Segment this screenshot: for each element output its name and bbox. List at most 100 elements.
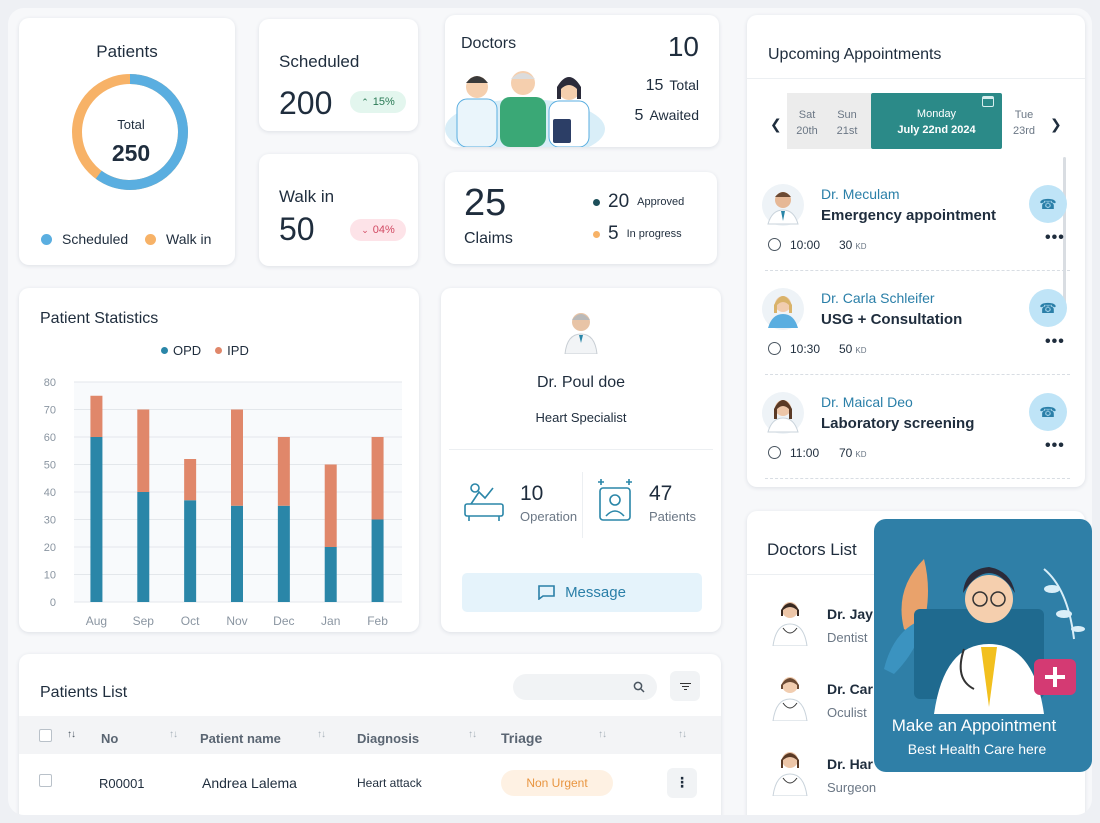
walkin-dot (145, 233, 156, 245)
donut-scheduled-segment (72, 74, 188, 190)
row-actions-icon[interactable]: ⋮ (667, 768, 697, 798)
total-label: Total (117, 117, 145, 132)
phone-icon[interactable]: ☎ (1029, 289, 1067, 327)
doctor-list-role: Surgeon (827, 780, 877, 795)
doctor-profile-card: Dr. Poul doe Heart Specialist 10 Operati… (441, 288, 721, 632)
appointment-doctor[interactable]: Dr. Maical Deo (821, 394, 913, 410)
total-value: 250 (111, 140, 151, 166)
walkin-title: Walk in (279, 187, 335, 206)
x-tick-label: Dec (273, 614, 294, 628)
x-tick-label: Sep (133, 614, 155, 628)
date-tue[interactable]: Tue 23rd (1012, 109, 1036, 137)
legend-ipd: IPD (215, 343, 249, 358)
y-tick-label: 0 (50, 597, 56, 609)
bar-opd-dec (277, 505, 290, 602)
doctors-awaited: 5 Awaited (634, 107, 699, 124)
phone-icon[interactable]: ☎ (1029, 185, 1067, 223)
doctor-avatar (772, 602, 808, 646)
date-sat[interactable]: Sat 20th (796, 109, 818, 137)
filter-button[interactable] (670, 671, 700, 701)
message-button[interactable]: Message (462, 573, 702, 612)
patients-label: Patients (649, 509, 696, 524)
claims-card: 25 Claims 20 Approved 5 In progress (445, 172, 717, 264)
date-selected[interactable]: Monday July 22nd 2024 (871, 93, 1002, 149)
appointment-type: USG + Consultation (821, 311, 963, 328)
operation-label: Operation (520, 509, 578, 524)
column-no[interactable]: No (101, 731, 119, 746)
walkin-value: 50 (279, 211, 315, 247)
bar-ipd-nov (231, 409, 243, 506)
doctor-specialty: Heart Specialist (535, 410, 627, 425)
appointment-item[interactable]: Dr. Carla Schleifer USG + Consultation ☎… (747, 271, 1085, 375)
appointment-separator (765, 478, 1070, 479)
stats-divider (582, 472, 583, 538)
column-triage[interactable]: Triage (501, 730, 543, 746)
clock-icon (768, 342, 781, 355)
date-sun[interactable]: Sun 21st (836, 109, 858, 137)
x-tick-label: Aug (86, 614, 107, 628)
patients-card: Patients Total 250 Scheduled Walk in (19, 18, 235, 265)
sort-icon[interactable]: ↑↓ (598, 729, 607, 740)
doctor-list-item[interactable]: Dr. Jay Dentist (747, 586, 1085, 661)
doctor-list-name[interactable]: Dr. Har (827, 756, 873, 772)
scheduled-title: Scheduled (279, 52, 360, 71)
scheduled-card: Scheduled 200 ⌃ 15% (259, 19, 418, 131)
column-patient-name[interactable]: Patient name (200, 731, 281, 746)
appointment-fee: 70 KD (839, 446, 867, 460)
doctors-count: 10 (667, 31, 699, 62)
sort-icon[interactable]: ↑↓ (317, 729, 326, 740)
doctor-avatar (772, 752, 808, 796)
sort-icon[interactable]: ↑↓ (468, 729, 477, 740)
select-all-checkbox[interactable] (39, 729, 52, 742)
more-options-icon[interactable]: ••• (1045, 229, 1065, 246)
statistics-title: Patient Statistics (40, 310, 159, 327)
appointment-doctor[interactable]: Dr. Carla Schleifer (821, 290, 935, 306)
sort-icon[interactable]: ↑↓ (67, 729, 76, 740)
doctor-list-role: Oculist (827, 705, 867, 720)
doctor-list-name[interactable]: Dr. Jay (827, 606, 873, 622)
walkin-card: Walk in 50 ⌄ 04% (259, 154, 418, 266)
sort-icon[interactable]: ↑↓ (678, 729, 687, 740)
appointment-item[interactable]: Dr. Meculam Emergency appointment ☎ 10:0… (747, 167, 1085, 271)
promo-subtitle: Best Health Care here (907, 741, 1047, 757)
bar-ipd-sep (137, 409, 150, 492)
appointments-scrollbar[interactable] (1063, 157, 1066, 307)
legend-opd: OPD (161, 343, 201, 358)
appointment-type: Emergency appointment (821, 207, 997, 224)
doctor-list-item[interactable]: Dr. Har Surgeon (747, 736, 1085, 811)
appointment-time: 11:00 (790, 446, 820, 460)
chart-legend: OPD IPD (161, 343, 249, 358)
appointment-separator (765, 374, 1070, 375)
scheduled-change-badge: ⌃ 15% (350, 91, 406, 113)
message-icon (538, 585, 555, 600)
patient-statistics-chart: 80 70 60 50 40 30 20 10 0 Aug Sep Oct Nov Dec Jan Feb (44, 377, 402, 628)
row-checkbox[interactable] (39, 774, 52, 787)
doctors-illustration (445, 71, 605, 147)
table-row[interactable]: R00001 Andrea Lalema Heart attack Non Ur… (25, 760, 715, 810)
chevron-right-icon[interactable]: ❯ (1050, 116, 1062, 132)
doctor-list-name[interactable]: Dr. Car (827, 681, 873, 697)
chevron-left-icon[interactable]: ❮ (770, 116, 782, 132)
appointment-doctor[interactable]: Dr. Meculam (821, 186, 900, 202)
bar-opd-feb (371, 519, 384, 602)
doctor-list-item[interactable]: Dr. Car Oculist (747, 661, 1085, 736)
bar-ipd-jan (324, 464, 337, 547)
doctor-avatar (762, 392, 804, 434)
search-input[interactable] (513, 674, 657, 700)
search-icon (633, 681, 645, 693)
phone-icon[interactable]: ☎ (1029, 393, 1067, 431)
appointment-item[interactable]: Dr. Maical Deo Laboratory screening ☎ 11… (747, 375, 1085, 479)
patient-diagnosis: Heart attack (357, 776, 422, 790)
clock-icon (768, 238, 781, 251)
column-diagnosis[interactable]: Diagnosis (357, 731, 420, 746)
scheduled-dot (41, 233, 52, 245)
doctors-title: Doctors (461, 35, 517, 52)
bar-opd-aug (90, 437, 103, 602)
upcoming-title: Upcoming Appointments (768, 46, 942, 63)
search-field[interactable] (513, 674, 657, 700)
more-options-icon[interactable]: ••• (1045, 437, 1065, 454)
sort-icon[interactable]: ↑↓ (169, 729, 178, 740)
make-appointment-promo[interactable]: Make an Appointment Best Health Care her… (874, 519, 1092, 772)
more-options-icon[interactable]: ••• (1045, 333, 1065, 350)
calendar-icon[interactable] (982, 96, 994, 107)
